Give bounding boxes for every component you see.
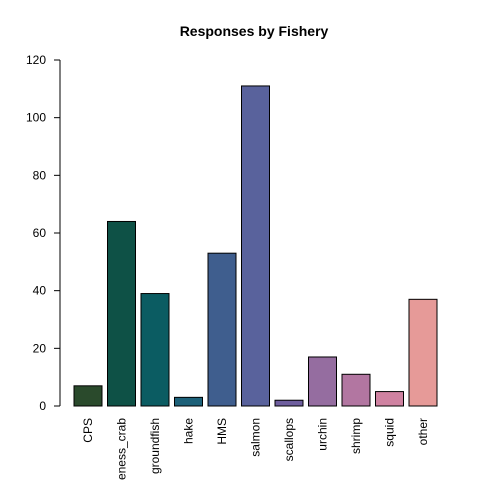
y-tick-label: 120 [26, 53, 46, 67]
bar-salmon [241, 85, 270, 407]
bar-scallops [274, 399, 304, 407]
bar-cps [73, 385, 103, 407]
x-tick-label: dungeness_crab [115, 418, 129, 480]
chart-title: Responses by Fishery [180, 23, 329, 39]
x-tick-label: other [416, 418, 430, 445]
bar-other [408, 298, 438, 407]
bar-dungeness-crab [107, 220, 136, 407]
bar-shrimp [341, 373, 371, 407]
y-tick-label: 100 [26, 111, 46, 125]
x-tick-label: hake [182, 418, 196, 444]
x-tick-label: groundfish [148, 418, 162, 474]
bar-urchin [308, 356, 337, 407]
y-axis: 0 20 40 60 80 100 120 [26, 53, 61, 413]
x-tick-label: salmon [249, 418, 263, 457]
y-tick-label: 0 [39, 399, 46, 413]
x-tick-label: CPS [81, 418, 95, 443]
y-tick-label: 20 [33, 341, 47, 355]
x-tick-label: urchin [316, 418, 330, 451]
x-tick-label: scallops [282, 418, 296, 461]
x-tick-label: squid [383, 418, 397, 447]
bar-hake [174, 396, 203, 407]
x-axis-labels: CPS dungeness_crab groundfish hake HMS salmon… [81, 418, 430, 480]
y-tick-label: 60 [33, 226, 47, 240]
x-tick-label: shrimp [349, 418, 363, 454]
x-tick-label: HMS [215, 418, 229, 445]
y-tick-label: 40 [33, 284, 47, 298]
bars [73, 85, 438, 407]
bar-groundfish [140, 293, 170, 407]
y-tick-label: 80 [33, 168, 47, 182]
bar-hms [207, 252, 237, 407]
bar-squid [375, 391, 404, 407]
